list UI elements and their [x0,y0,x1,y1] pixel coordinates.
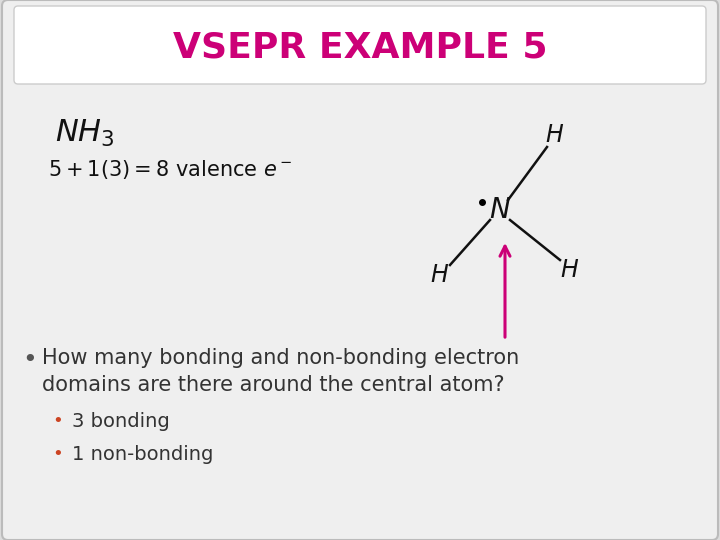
Text: •: • [22,348,37,372]
Text: $\it{H}$: $\it{H}$ [546,123,564,147]
Text: $\it{5+1(3)=8}$ valence $e^-$: $\it{5+1(3)=8}$ valence $e^-$ [48,158,293,181]
Text: $\it{NH_3}$: $\it{NH_3}$ [55,118,114,149]
Text: 1 non-bonding: 1 non-bonding [72,445,213,464]
Text: •: • [52,445,63,463]
FancyBboxPatch shape [14,6,706,84]
Text: •: • [52,412,63,430]
Text: $\it{N}$: $\it{N}$ [489,196,511,224]
Text: $\it{H}$: $\it{H}$ [431,263,449,287]
Text: domains are there around the central atom?: domains are there around the central ato… [42,375,505,395]
Text: VSEPR EXAMPLE 5: VSEPR EXAMPLE 5 [173,31,547,65]
Text: 3 bonding: 3 bonding [72,412,170,431]
Text: How many bonding and non-bonding electron: How many bonding and non-bonding electro… [42,348,519,368]
Text: $\it{H}$: $\it{H}$ [560,258,580,282]
